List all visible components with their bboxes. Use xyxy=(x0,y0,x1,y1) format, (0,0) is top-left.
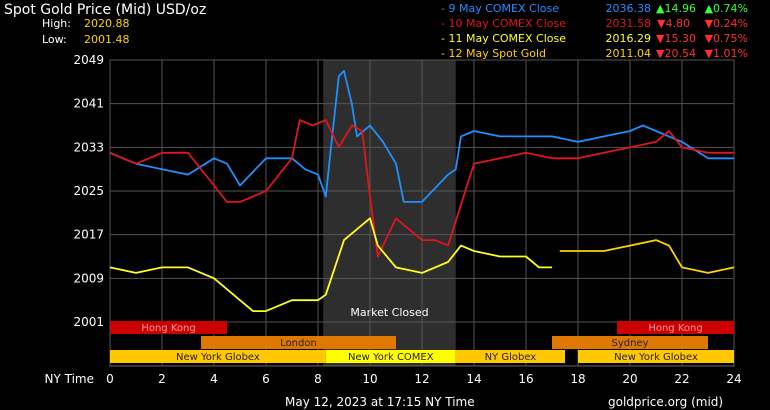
legend-change: ▼20.54 xyxy=(656,47,696,60)
legend-series-name: - 10 May COMEX Close xyxy=(441,17,566,30)
session-label: Sydney xyxy=(611,338,648,349)
footer-date: May 12, 2023 at 17:15 NY Time xyxy=(285,395,475,409)
session-bar xyxy=(325,350,456,363)
session-label: New York Globex xyxy=(614,352,698,363)
x-tick-label: 24 xyxy=(726,372,741,386)
y-tick-label: 2033 xyxy=(73,140,104,154)
y-tick-label: 2049 xyxy=(73,53,104,67)
y-tick-label: 2009 xyxy=(73,271,104,285)
series-line xyxy=(559,239,735,274)
x-tick-label: 18 xyxy=(570,372,585,386)
y-tick-label: 2041 xyxy=(73,97,104,111)
x-tick-label: 0 xyxy=(106,372,114,386)
session-bar xyxy=(578,350,734,363)
gold-price-chart: Market Closed Hong Kong Hong Kong London Sy… xyxy=(45,53,742,386)
x-axis-label: NY Time xyxy=(45,372,95,386)
x-tick-label: 2 xyxy=(158,372,166,386)
market-closed-region xyxy=(323,60,456,366)
session-label: New York COMEX xyxy=(348,352,434,363)
x-tick-label: 22 xyxy=(674,372,689,386)
series-line xyxy=(109,70,734,203)
session-bar xyxy=(110,350,326,363)
session-label: NY Globex xyxy=(485,352,537,363)
low-label: Low: xyxy=(42,33,67,46)
legend-price: 2036.38 xyxy=(605,2,652,15)
x-tick-label: 16 xyxy=(518,372,533,386)
series-line xyxy=(109,217,552,313)
legend-change: ▲14.96 xyxy=(656,2,696,15)
x-tick-label: 14 xyxy=(466,372,481,386)
x-tick-label: 8 xyxy=(314,372,322,386)
legend-change-pct: ▼0.75% xyxy=(704,32,748,45)
legend-change-pct: ▼0.24% xyxy=(704,17,748,30)
legend-change: ▼4.80 xyxy=(657,17,690,30)
chart-title: Spot Gold Price (Mid) USD/oz xyxy=(4,2,207,18)
legend-price: 2016.29 xyxy=(605,32,652,45)
x-tick-label: 4 xyxy=(210,372,218,386)
session-bar xyxy=(552,336,708,349)
x-tick-label: 20 xyxy=(622,372,637,386)
legend-change: ▼15.30 xyxy=(656,32,696,45)
footer-source[interactable]: goldprice.org (mid) xyxy=(608,395,724,409)
legend-series-name: - 9 May COMEX Close xyxy=(441,2,559,15)
low-value: 2001.48 xyxy=(84,33,130,46)
high-label: High: xyxy=(42,17,71,30)
session-bar xyxy=(617,321,734,334)
legend-change-pct: ▲0.74% xyxy=(704,2,748,15)
legend-change-pct: ▼1.01% xyxy=(704,47,748,60)
session-bar xyxy=(455,350,565,363)
legend-series-name: - 12 May Spot Gold xyxy=(441,47,546,60)
session-label: New York Globex xyxy=(176,352,260,363)
legend-price: 2011.04 xyxy=(605,47,652,60)
x-tick-label: 6 xyxy=(262,372,270,386)
session-bar xyxy=(201,336,396,349)
session-label: London xyxy=(280,338,317,349)
x-tick-label: 12 xyxy=(414,372,429,386)
legend-price: 2031.58 xyxy=(605,17,652,30)
y-tick-label: 2017 xyxy=(73,228,104,242)
market-closed-label: Market Closed xyxy=(350,306,428,319)
series-line xyxy=(109,119,734,258)
session-label: Hong Kong xyxy=(141,323,195,334)
y-tick-label: 2025 xyxy=(73,184,104,198)
session-label: Hong Kong xyxy=(648,323,702,334)
legend-series-name: - 11 May COMEX Close xyxy=(441,32,566,45)
session-bar xyxy=(110,321,227,334)
y-tick-label: 2001 xyxy=(73,315,104,329)
x-tick-label: 10 xyxy=(362,372,377,386)
high-value: 2020.88 xyxy=(84,17,130,30)
